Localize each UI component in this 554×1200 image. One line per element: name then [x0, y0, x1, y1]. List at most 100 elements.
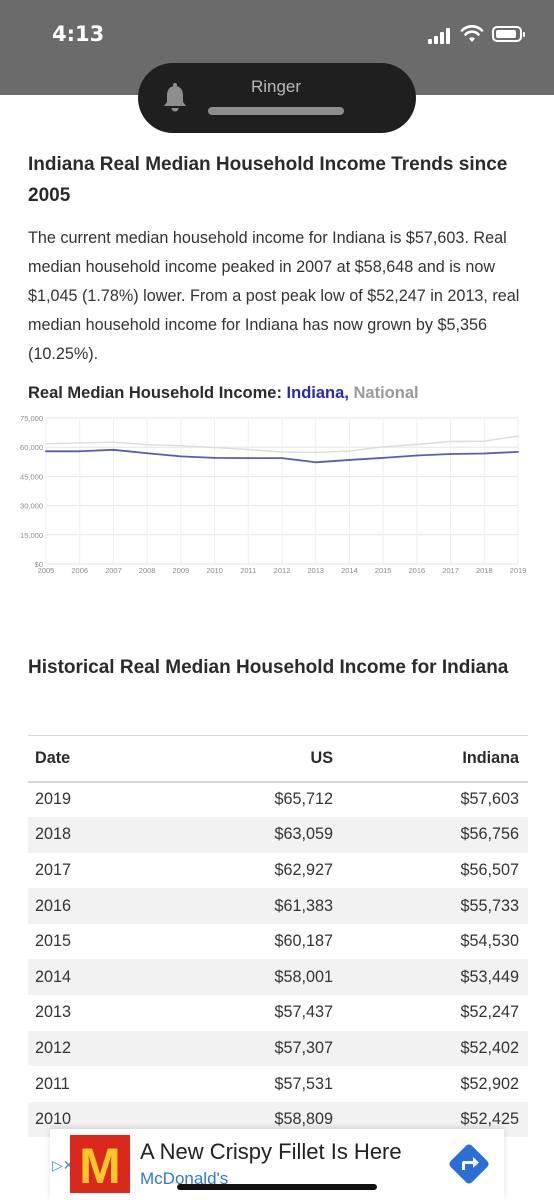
- cell-state: $55,733: [333, 888, 528, 924]
- chart-x-tick-label: 2014: [341, 566, 358, 575]
- battery-icon: [492, 26, 525, 42]
- chart-y-tick-label: $30,000: [20, 502, 43, 511]
- chart-point-indiana: [382, 456, 385, 459]
- ad-choices-icon[interactable]: ▷✕: [52, 1157, 75, 1173]
- chart-x-tick-label: 2007: [105, 566, 122, 575]
- table-heading: Historical Real Median Household Income …: [28, 657, 509, 678]
- chart-point-national: [348, 450, 351, 452]
- chart-y-tick-label: $15,000: [20, 531, 43, 540]
- chart-point-indiana: [179, 455, 182, 458]
- cell-date: 2018: [28, 817, 138, 853]
- cell-us: $61,383: [138, 888, 333, 924]
- table-row: 2019 $65,712 $57,603: [28, 782, 528, 818]
- chart-point-indiana: [517, 450, 519, 453]
- cell-date: 2012: [28, 1030, 138, 1067]
- chart-title-prefix: Real Median Household Income:: [28, 384, 287, 402]
- chart-x-tick-label: 2012: [274, 566, 291, 575]
- ad-brand[interactable]: McDonald's: [140, 1169, 229, 1188]
- chart-point-indiana: [483, 452, 486, 455]
- cell-us: $57,307: [138, 1030, 333, 1067]
- chart-x-tick-label: 2016: [409, 566, 426, 575]
- table-row: 2011 $57,531 $52,902: [28, 1066, 528, 1102]
- chart-y-tick-label: $60,000: [20, 443, 43, 452]
- chart-point-indiana: [281, 457, 283, 460]
- chart-x-tick-label: 2006: [71, 566, 88, 575]
- income-line-chart: $75,000$60,000$45,000$30,000$15,000$0200…: [20, 414, 527, 575]
- chart-x-tick-label: 2011: [240, 566, 256, 575]
- intro-paragraph: The current median household income for …: [28, 229, 520, 363]
- mcdonalds-logo-letter: M: [79, 1138, 121, 1193]
- cell-date: 2014: [28, 959, 138, 996]
- chart-x-tick-label: 2009: [173, 566, 190, 575]
- ad-headline[interactable]: A New Crispy Fillet Is Here: [140, 1139, 402, 1164]
- chart-point-national: [179, 444, 182, 447]
- chart-y-tick-label: $0: [35, 560, 43, 569]
- chart-x-tick-label: 2017: [442, 566, 459, 575]
- cell-date: 2017: [35, 860, 72, 879]
- chart-title-separator: ,: [344, 384, 354, 402]
- table-row: 2016 $61,383 $55,733: [28, 888, 528, 924]
- ringer-label: Ringer: [250, 77, 302, 96]
- cellular-signal-icon: [428, 28, 454, 44]
- table-row: 2017 $62,927 $56,507: [28, 853, 528, 889]
- cell-us: $57,531: [274, 1074, 333, 1093]
- cell-state: $56,507: [460, 860, 519, 879]
- chart-point-national: [314, 451, 317, 454]
- cell-date: 2019: [35, 790, 72, 809]
- table-row: 2015 $60,187 $54,530: [28, 924, 528, 960]
- page-title: Indiana Real Median Household Income Tre…: [28, 154, 508, 206]
- cell-us: $57,437: [274, 1003, 333, 1022]
- chart-point-national: [45, 442, 47, 445]
- column-header-date[interactable]: Date: [28, 735, 138, 783]
- chart-point-national: [449, 440, 452, 443]
- cell-us: $62,927: [274, 860, 333, 879]
- cell-us: $63,059: [138, 817, 333, 853]
- chart-point-national: [517, 435, 519, 437]
- chart-point-national: [382, 445, 385, 448]
- chart-point-national: [146, 443, 149, 446]
- chart-x-tick-label: 2019: [510, 566, 527, 575]
- chart-y-tick-label: $45,000: [20, 472, 43, 481]
- chart-point-indiana: [146, 452, 149, 455]
- cell-state: $57,603: [460, 790, 519, 809]
- cell-us: $60,187: [274, 932, 333, 951]
- table-row: 2018 $63,059 $56,756: [28, 817, 528, 853]
- chart-point-national: [281, 451, 283, 453]
- cell-state: $56,756: [333, 817, 528, 853]
- cell-date: 2016: [28, 888, 138, 924]
- chart-point-indiana: [78, 450, 81, 453]
- chart-y-tick-label: $75,000: [20, 414, 43, 423]
- chart-point-indiana: [112, 448, 115, 451]
- table-header-row: Date US Indiana: [28, 735, 528, 783]
- chart-point-national: [78, 442, 81, 444]
- chart-x-tick-label: 2015: [375, 566, 392, 575]
- chart-point-indiana: [348, 459, 351, 461]
- cell-state: $54,530: [460, 932, 519, 951]
- mcdonalds-logo: M: [70, 1135, 130, 1193]
- chart-x-tick-label: 2005: [38, 566, 55, 575]
- chart-point-indiana: [449, 453, 452, 455]
- cell-date: 2011: [35, 1074, 70, 1093]
- chart-point-national: [213, 446, 216, 449]
- chart-x-tick-label: 2018: [476, 566, 493, 575]
- chart-legend-national[interactable]: National: [353, 384, 419, 402]
- column-header-us[interactable]: US: [138, 735, 333, 783]
- chart-point-indiana: [314, 461, 317, 464]
- table-row: 2013 $57,437 $52,247: [28, 995, 528, 1031]
- status-time: 4:13: [52, 22, 105, 46]
- chart-x-tick-label: 2008: [139, 566, 156, 575]
- home-indicator[interactable]: [177, 1184, 377, 1190]
- column-header-state[interactable]: Indiana: [333, 735, 528, 783]
- chart-title: Real Median Household Income: Indiana, N…: [28, 384, 419, 403]
- chart-point-national: [112, 441, 115, 444]
- chart-point-national: [415, 443, 418, 446]
- cell-state: $52,402: [333, 1030, 528, 1067]
- cell-date: 2013: [35, 1003, 72, 1022]
- wifi-icon: [460, 25, 484, 42]
- chart-point-indiana: [415, 454, 418, 457]
- directions-arrow-icon[interactable]: [446, 1141, 492, 1187]
- chart-legend-indiana[interactable]: Indiana: [286, 384, 345, 402]
- cell-state: $52,247: [460, 1003, 519, 1022]
- cell-us: $65,712: [274, 790, 333, 809]
- cell-us: $58,001: [138, 959, 333, 996]
